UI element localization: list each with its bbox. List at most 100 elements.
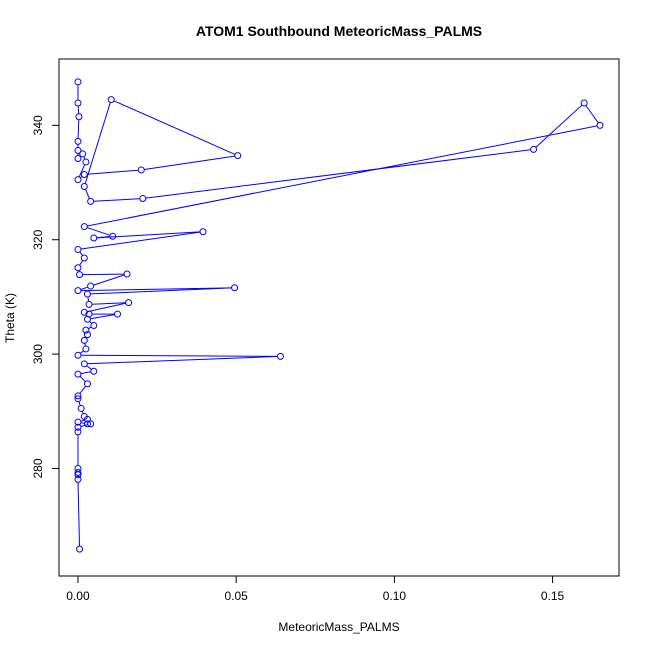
data-point <box>82 345 90 353</box>
y-axis-label: Theta (K) <box>3 293 17 343</box>
series-segment <box>77 119 80 139</box>
x-axis: 0.00 0.05 0.10 0.15 <box>66 575 565 603</box>
chart-title: ATOM1 Southbound MeteoricMass_PALMS <box>196 23 482 39</box>
data-point <box>77 404 85 412</box>
data-point <box>276 352 284 360</box>
x-axis-label: MeteoricMass_PALMS <box>278 620 399 634</box>
data-point <box>79 150 87 158</box>
data-point <box>199 228 207 236</box>
series-segment <box>78 164 86 178</box>
x-tick-label: 0.15 <box>541 589 565 603</box>
series-segment <box>80 422 85 424</box>
x-tick-label: 0.10 <box>383 589 407 603</box>
data-point <box>80 183 88 191</box>
data-point <box>83 331 91 339</box>
data-point <box>74 99 82 107</box>
series-segment <box>90 287 232 295</box>
series-segment <box>92 302 126 305</box>
x-tick-label: 0.00 <box>66 589 90 603</box>
data-point <box>83 380 91 388</box>
series-segment <box>535 104 583 148</box>
data-point <box>87 197 95 205</box>
data-point <box>90 367 98 375</box>
data-point <box>80 171 88 179</box>
data-point <box>74 147 82 155</box>
series-segment <box>90 314 115 320</box>
series-segment <box>80 231 201 250</box>
series-segment <box>86 365 92 370</box>
data-point <box>80 360 88 368</box>
series-segment <box>88 326 92 330</box>
plot-frame <box>58 58 620 577</box>
series-segment <box>87 356 278 365</box>
series-segment <box>87 169 139 175</box>
data-point <box>107 96 115 104</box>
data-point <box>125 299 133 307</box>
data-point <box>90 234 98 242</box>
y-tick-label: 300 <box>31 344 45 364</box>
series-segment <box>87 125 598 227</box>
series-segment <box>86 227 111 236</box>
series-segment <box>87 296 90 302</box>
data-point <box>74 155 82 163</box>
series-segment <box>79 385 87 394</box>
data-point <box>530 145 538 153</box>
data-point <box>90 322 98 330</box>
series-segment <box>79 251 83 256</box>
data-point <box>83 315 91 323</box>
data-point <box>83 415 91 423</box>
data-point <box>76 545 84 553</box>
series-segment <box>80 354 278 357</box>
series-segment <box>80 424 88 428</box>
series-segment <box>79 260 84 266</box>
data-point <box>74 471 82 479</box>
data-point <box>76 271 84 279</box>
series-segment <box>80 371 91 375</box>
series-segment <box>145 149 531 199</box>
data-point <box>74 176 82 184</box>
data-point <box>74 423 82 431</box>
data-point <box>137 166 145 174</box>
x-tick-label: 0.05 <box>224 589 248 603</box>
data-point <box>80 336 88 344</box>
data-point <box>82 158 90 166</box>
data-point <box>80 308 88 316</box>
data-point <box>74 428 82 436</box>
series-segment <box>144 155 235 171</box>
data-point <box>87 420 95 428</box>
data-point <box>596 121 604 129</box>
data-point <box>74 418 82 426</box>
data-point <box>580 99 588 107</box>
series-segment <box>85 189 90 199</box>
series-segment <box>80 419 85 422</box>
data-point <box>74 468 82 476</box>
data-point <box>83 420 91 428</box>
series-segment <box>113 100 236 155</box>
data-point <box>74 264 82 272</box>
data-point <box>75 113 83 121</box>
y-axis: 280 300 320 340 <box>31 115 60 478</box>
data-point <box>74 475 82 483</box>
series-segment <box>78 401 81 406</box>
data-point <box>80 254 88 262</box>
series-segment <box>77 105 80 114</box>
data-point <box>74 137 82 145</box>
data-point <box>74 351 82 359</box>
series-segment <box>585 105 599 124</box>
series-segment <box>80 286 88 291</box>
data-point <box>74 392 82 400</box>
series-segment <box>80 350 84 354</box>
data-point <box>123 270 131 278</box>
data-point <box>114 310 122 318</box>
data-point <box>234 152 242 160</box>
series-segment <box>77 482 80 547</box>
data-point <box>74 78 82 86</box>
data-point <box>74 370 82 378</box>
y-tick-label: 280 <box>31 458 45 478</box>
y-tick-label: 340 <box>31 115 45 135</box>
data-point <box>231 284 239 292</box>
series-segment <box>87 302 126 313</box>
series-segment <box>84 102 111 184</box>
series-segment <box>96 231 200 239</box>
